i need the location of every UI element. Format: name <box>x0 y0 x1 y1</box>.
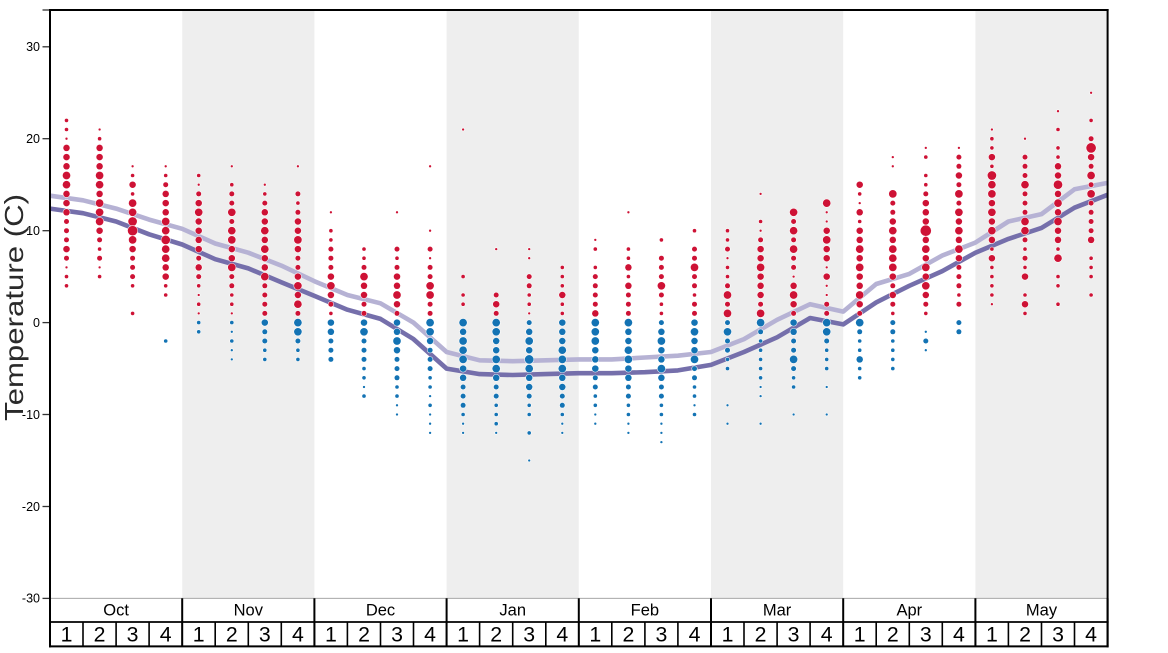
svg-text:2: 2 <box>358 622 370 646</box>
svg-text:4: 4 <box>689 622 701 646</box>
svg-text:2: 2 <box>755 622 767 646</box>
svg-text:0: 0 <box>33 316 40 330</box>
svg-text:3: 3 <box>391 622 403 646</box>
svg-text:30: 30 <box>26 40 40 54</box>
svg-text:4: 4 <box>953 622 965 646</box>
svg-text:10: 10 <box>26 224 40 238</box>
svg-text:Nov: Nov <box>234 602 264 620</box>
svg-text:2: 2 <box>490 622 502 646</box>
svg-text:1: 1 <box>589 622 601 646</box>
svg-text:-10: -10 <box>22 408 40 422</box>
svg-text:Dec: Dec <box>366 602 395 620</box>
svg-text:2: 2 <box>887 622 899 646</box>
svg-text:3: 3 <box>523 622 535 646</box>
svg-text:4: 4 <box>292 622 304 646</box>
svg-text:May: May <box>1026 602 1058 620</box>
svg-text:3: 3 <box>920 622 932 646</box>
svg-text:4: 4 <box>1085 622 1097 646</box>
svg-text:1: 1 <box>854 622 866 646</box>
svg-text:4: 4 <box>556 622 568 646</box>
svg-text:1: 1 <box>325 622 337 646</box>
svg-text:Feb: Feb <box>631 602 659 620</box>
svg-text:4: 4 <box>821 622 833 646</box>
svg-text:2: 2 <box>622 622 634 646</box>
svg-text:Apr: Apr <box>896 602 922 620</box>
svg-text:2: 2 <box>1019 622 1031 646</box>
svg-text:3: 3 <box>788 622 800 646</box>
svg-text:Jan: Jan <box>499 602 526 620</box>
svg-text:1: 1 <box>986 622 998 646</box>
svg-text:Temperature (C): Temperature (C) <box>0 194 29 421</box>
svg-text:1: 1 <box>457 622 469 646</box>
svg-text:3: 3 <box>1052 622 1064 646</box>
svg-text:-20: -20 <box>22 500 40 514</box>
svg-text:1: 1 <box>722 622 734 646</box>
svg-text:1: 1 <box>61 622 73 646</box>
svg-text:1: 1 <box>193 622 205 646</box>
svg-text:Mar: Mar <box>763 602 792 620</box>
svg-text:3: 3 <box>127 622 139 646</box>
svg-text:3: 3 <box>655 622 667 646</box>
svg-text:3: 3 <box>259 622 271 646</box>
svg-text:2: 2 <box>226 622 238 646</box>
svg-text:Oct: Oct <box>103 602 129 620</box>
svg-text:20: 20 <box>26 132 40 146</box>
svg-text:4: 4 <box>160 622 172 646</box>
svg-text:-30: -30 <box>22 592 40 606</box>
svg-text:2: 2 <box>94 622 106 646</box>
svg-text:4: 4 <box>424 622 436 646</box>
